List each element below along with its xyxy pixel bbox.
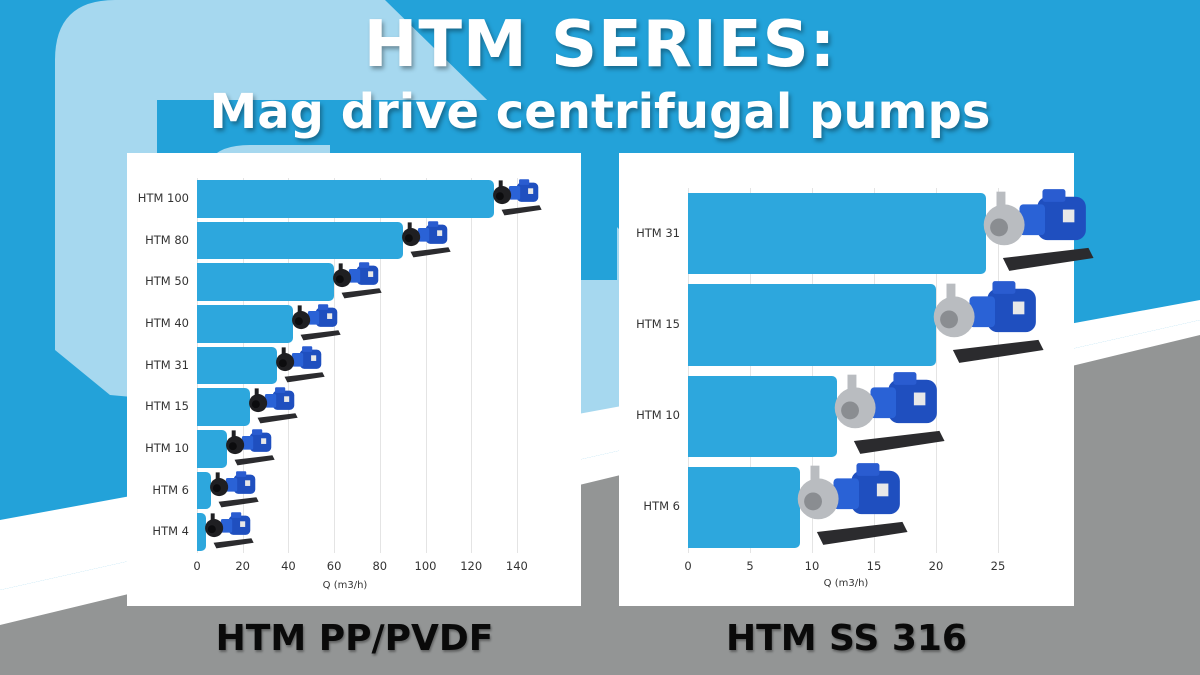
gridline — [936, 188, 937, 553]
bar — [197, 513, 207, 551]
bar — [197, 388, 250, 426]
gridline — [874, 188, 875, 553]
x-tick-label: 40 — [281, 559, 296, 573]
category-label: HTM 15 — [145, 399, 189, 414]
plot-area — [688, 188, 1094, 553]
pump-image-icon — [784, 458, 914, 551]
chart-title-pp-pvdf: HTM PP/PVDF — [215, 618, 494, 659]
pump-image-icon — [220, 427, 277, 471]
pump-image-icon — [970, 184, 1100, 277]
plot-area — [197, 178, 547, 553]
bar — [197, 305, 293, 343]
gridline — [812, 188, 813, 553]
bar — [688, 193, 986, 275]
x-axis-label: Q (m3/h) — [823, 578, 869, 589]
page-title: HTM SERIES: — [363, 8, 837, 82]
category-label: HTM 10 — [145, 440, 189, 455]
x-tick-label: 10 — [804, 559, 820, 573]
pump-image-icon — [396, 219, 453, 263]
gridline — [998, 188, 999, 553]
x-tick-label: 15 — [866, 559, 882, 573]
pump-image-icon — [327, 260, 384, 304]
gridline — [516, 178, 518, 553]
pump-image-icon — [821, 367, 951, 460]
category-label: HTM 40 — [145, 315, 189, 330]
category-label: HTM 6 — [152, 482, 189, 497]
x-axis-label: Q (m3/h) — [322, 580, 368, 591]
category-label: HTM 31 — [636, 225, 680, 240]
category-label: HTM 80 — [145, 232, 189, 247]
x-tick-label: 60 — [326, 559, 342, 573]
x-tick-label: 20 — [928, 559, 944, 573]
category-label: HTM 100 — [137, 190, 189, 205]
bar — [688, 375, 837, 457]
pump-image-icon — [487, 177, 544, 221]
gridline — [471, 178, 473, 553]
category-label: HTM 15 — [636, 316, 680, 331]
pump-image-icon — [270, 344, 327, 388]
bar — [197, 430, 227, 468]
gridline — [334, 178, 336, 553]
x-tick-label: 80 — [372, 559, 388, 573]
pump-image-icon — [286, 302, 343, 346]
gridline — [688, 188, 689, 553]
bar — [197, 221, 403, 260]
x-tick-label: 0 — [193, 559, 201, 573]
pump-image-icon — [243, 385, 300, 429]
gridline — [379, 178, 381, 553]
gridline — [425, 178, 427, 553]
bar — [197, 180, 495, 218]
bar — [197, 471, 211, 510]
page-subtitle: Mag drive centrifugal pumps — [209, 84, 991, 140]
x-tick-label: 140 — [505, 559, 528, 573]
pump-image-icon — [204, 469, 261, 513]
pump-image-icon — [920, 276, 1050, 369]
bar — [688, 284, 936, 366]
x-tick-label: 0 — [684, 559, 692, 573]
x-tick-label: 25 — [990, 559, 1006, 573]
x-tick-label: 100 — [414, 559, 437, 573]
gridline — [750, 188, 751, 553]
x-tick-label: 20 — [235, 559, 251, 573]
category-label: HTM 50 — [145, 274, 189, 289]
bar — [197, 346, 277, 385]
category-label: HTM 6 — [643, 499, 680, 514]
x-tick-label: 120 — [460, 559, 483, 573]
chart-panel-ss316: HTM 31 HTM 15 HTM 10 HTM 6 0 5 10 15 20 25 Q (m3… — [619, 153, 1094, 606]
category-label: HTM 10 — [636, 408, 680, 423]
category-label: HTM 4 — [152, 524, 189, 539]
chart-title-ss316: HTM SS 316 — [726, 618, 967, 659]
category-label: HTM 31 — [145, 357, 189, 372]
bar — [688, 466, 800, 548]
bar — [197, 263, 335, 301]
x-tick-label: 5 — [746, 559, 754, 573]
chart-panel-pp-pvdf: HTM 100 HTM 80 HTM 50 HTM 40 HTM 31 HTM 15 HTM… — [127, 153, 581, 606]
pump-image-icon — [199, 510, 256, 554]
